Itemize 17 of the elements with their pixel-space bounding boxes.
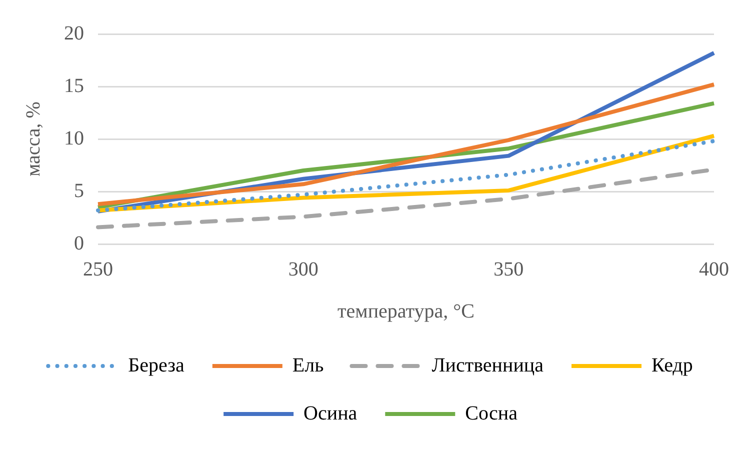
y-tick-label: 15 — [64, 74, 84, 97]
x-tick-label: 350 — [494, 258, 524, 280]
y-tick-label: 10 — [64, 127, 84, 150]
legend-label: Береза — [128, 354, 185, 376]
x-tick-label: 300 — [288, 258, 318, 280]
y-tick-label: 5 — [74, 180, 84, 202]
x-tick-label: 400 — [699, 258, 729, 280]
legend-label: Ель — [292, 354, 324, 376]
y-axis-title: масса, % — [22, 102, 44, 176]
y-tick-label: 0 — [74, 232, 84, 254]
legend-label: Кедр — [651, 354, 693, 376]
x-tick-label: 250 — [83, 258, 113, 280]
legend-label: Осина — [304, 402, 358, 424]
y-tick-label: 20 — [64, 22, 84, 44]
legend-label: Лиственница — [432, 354, 544, 376]
legend-label: Сосна — [465, 402, 518, 424]
x-axis-title: температура, °С — [338, 300, 474, 322]
